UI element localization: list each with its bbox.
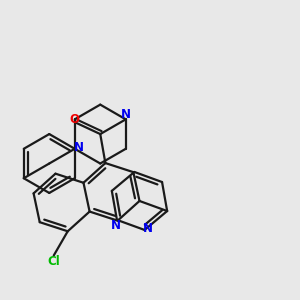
Text: N: N	[142, 222, 153, 235]
Text: N: N	[74, 141, 84, 154]
Text: N: N	[121, 107, 131, 121]
Text: Cl: Cl	[47, 255, 60, 268]
Text: O: O	[70, 113, 80, 126]
Text: N: N	[111, 220, 121, 232]
